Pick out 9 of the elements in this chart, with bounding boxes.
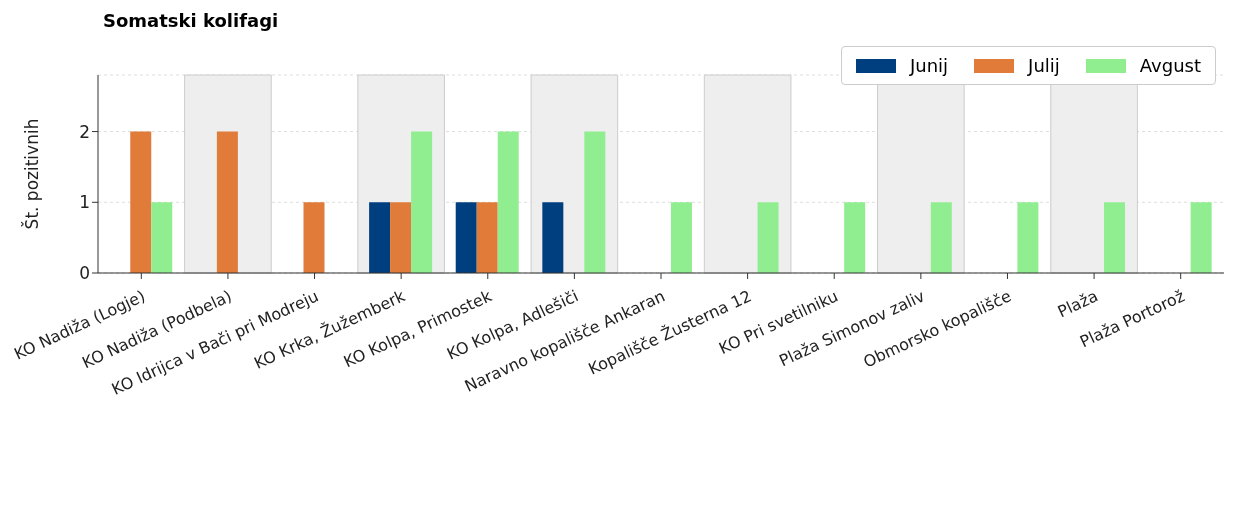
y-axis-title: Št. pozitivnih	[21, 118, 43, 230]
legend-label: Avgust	[1138, 55, 1201, 76]
y-tick-label: 1	[79, 192, 90, 213]
x-tick-label: Plaža	[1054, 286, 1101, 322]
y-tick-label: 0	[79, 263, 90, 284]
chart-title: Somatski kolifagi	[103, 10, 279, 31]
legend-label: Julij	[1026, 55, 1060, 76]
y-tick-label: 2	[79, 121, 90, 142]
legend-label: Junij	[908, 55, 949, 76]
